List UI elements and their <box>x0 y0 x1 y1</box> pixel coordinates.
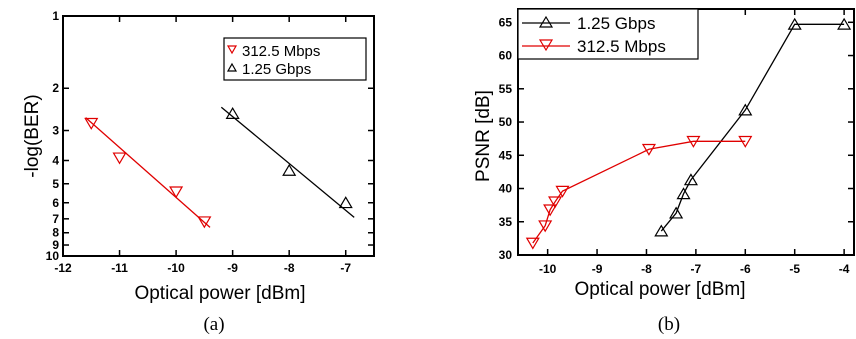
y-tick-label: 65 <box>499 15 513 29</box>
legend-label-1-25-gbps-b: 1.25 Gbps <box>577 14 655 33</box>
y-tick-group-b: 30 35 40 45 50 55 60 65 <box>499 15 854 262</box>
y-tick-label: 4 <box>52 153 59 167</box>
plot-frame-a <box>62 15 375 257</box>
data-point <box>654 224 669 237</box>
legend-marker-1-25-gbps-b <box>538 15 554 28</box>
y-tick-label: 9 <box>52 238 59 252</box>
x-tick-label: -8 <box>284 261 295 275</box>
data-point <box>197 216 212 229</box>
data-point <box>282 163 297 176</box>
y-tick-label: 60 <box>499 49 513 63</box>
legend-b: 1.25 Gbps 312.5 Mbps <box>517 8 699 60</box>
x-tick-label: -10 <box>539 262 557 276</box>
x-tick-label: -9 <box>592 262 603 276</box>
marker-group-a <box>84 106 353 229</box>
data-point <box>525 237 540 250</box>
series-line <box>660 23 845 232</box>
y-tick-label: 2 <box>52 81 59 95</box>
data-point <box>837 17 852 30</box>
data-point <box>686 135 701 148</box>
legend-marker-1-25-gbps <box>226 62 238 72</box>
legend-marker-312-mbps <box>226 45 238 55</box>
x-tick-label: -6 <box>740 262 751 276</box>
data-point <box>787 17 802 30</box>
x-tick-label: -10 <box>167 261 185 275</box>
data-point <box>683 173 698 186</box>
data-point <box>169 186 184 199</box>
y-tick-label: 3 <box>52 124 59 138</box>
x-tick-label: -8 <box>641 262 652 276</box>
y-axis-title-a: -log(BER) <box>22 94 43 177</box>
y-tick-label: 7 <box>52 212 59 226</box>
y-tick-label: 45 <box>499 148 513 162</box>
chart-panel-b: 30 35 40 45 50 55 60 65 -10 -9 -8 -7 -6 -5 -4 1.25 Gb… <box>473 8 855 335</box>
y-tick-label: 5 <box>52 177 59 191</box>
x-tick-group-a: -12 -11 -10 -9 -8 -7 <box>54 16 351 275</box>
data-point <box>538 220 553 233</box>
y-tick-label: 30 <box>499 248 513 262</box>
panel-caption-b: (b) <box>658 314 680 335</box>
fit-line <box>220 106 355 218</box>
data-point <box>543 204 558 217</box>
y-axis-title-b: PSNR [dB] <box>473 90 494 182</box>
data-point <box>112 152 127 165</box>
y-tick-label: 10 <box>46 249 60 263</box>
legend-box-a <box>223 37 367 81</box>
x-tick-label: -11 <box>111 261 128 275</box>
data-point <box>225 106 240 119</box>
y-tick-label: 40 <box>499 182 513 196</box>
legend-a: 312.5 Mbps 1.25 Gbps <box>223 37 367 81</box>
data-point <box>738 103 753 116</box>
fit-line <box>85 117 211 228</box>
x-axis-title-b: Optical power [dBm] <box>574 279 745 300</box>
y-tick-label: 55 <box>499 82 513 96</box>
legend-label-312-mbps-b: 312.5 Mbps <box>577 37 666 56</box>
y-tick-label: 8 <box>52 226 59 240</box>
data-point <box>676 187 691 200</box>
legend-label-1-25-gbps: 1.25 Gbps <box>242 61 311 78</box>
y-tick-label: 50 <box>499 115 513 129</box>
x-tick-label: -7 <box>340 261 351 275</box>
data-point <box>555 185 570 198</box>
data-point <box>738 135 753 148</box>
x-tick-label: -9 <box>227 261 238 275</box>
x-axis-title-a: Optical power [dBm] <box>134 283 305 304</box>
data-point <box>548 196 563 209</box>
x-tick-label: -5 <box>789 262 800 276</box>
legend-label-312-mbps: 312.5 Mbps <box>242 43 320 60</box>
x-tick-label: -12 <box>54 261 72 275</box>
legend-box-b <box>517 8 699 60</box>
legend-marker-312-mbps-b <box>538 39 554 52</box>
data-point <box>641 143 656 156</box>
data-point <box>669 206 684 219</box>
y-tick-label: 1 <box>52 9 59 23</box>
panel-caption-a: (a) <box>203 314 224 335</box>
y-tick-label: 35 <box>499 215 513 229</box>
fit-line-group-a <box>85 106 355 228</box>
x-tick-label: -4 <box>839 262 850 276</box>
data-point <box>338 196 353 209</box>
data-point <box>84 117 99 130</box>
x-tick-label: -7 <box>691 262 702 276</box>
y-tick-label: 6 <box>52 196 59 210</box>
marker-group-b <box>525 17 852 250</box>
